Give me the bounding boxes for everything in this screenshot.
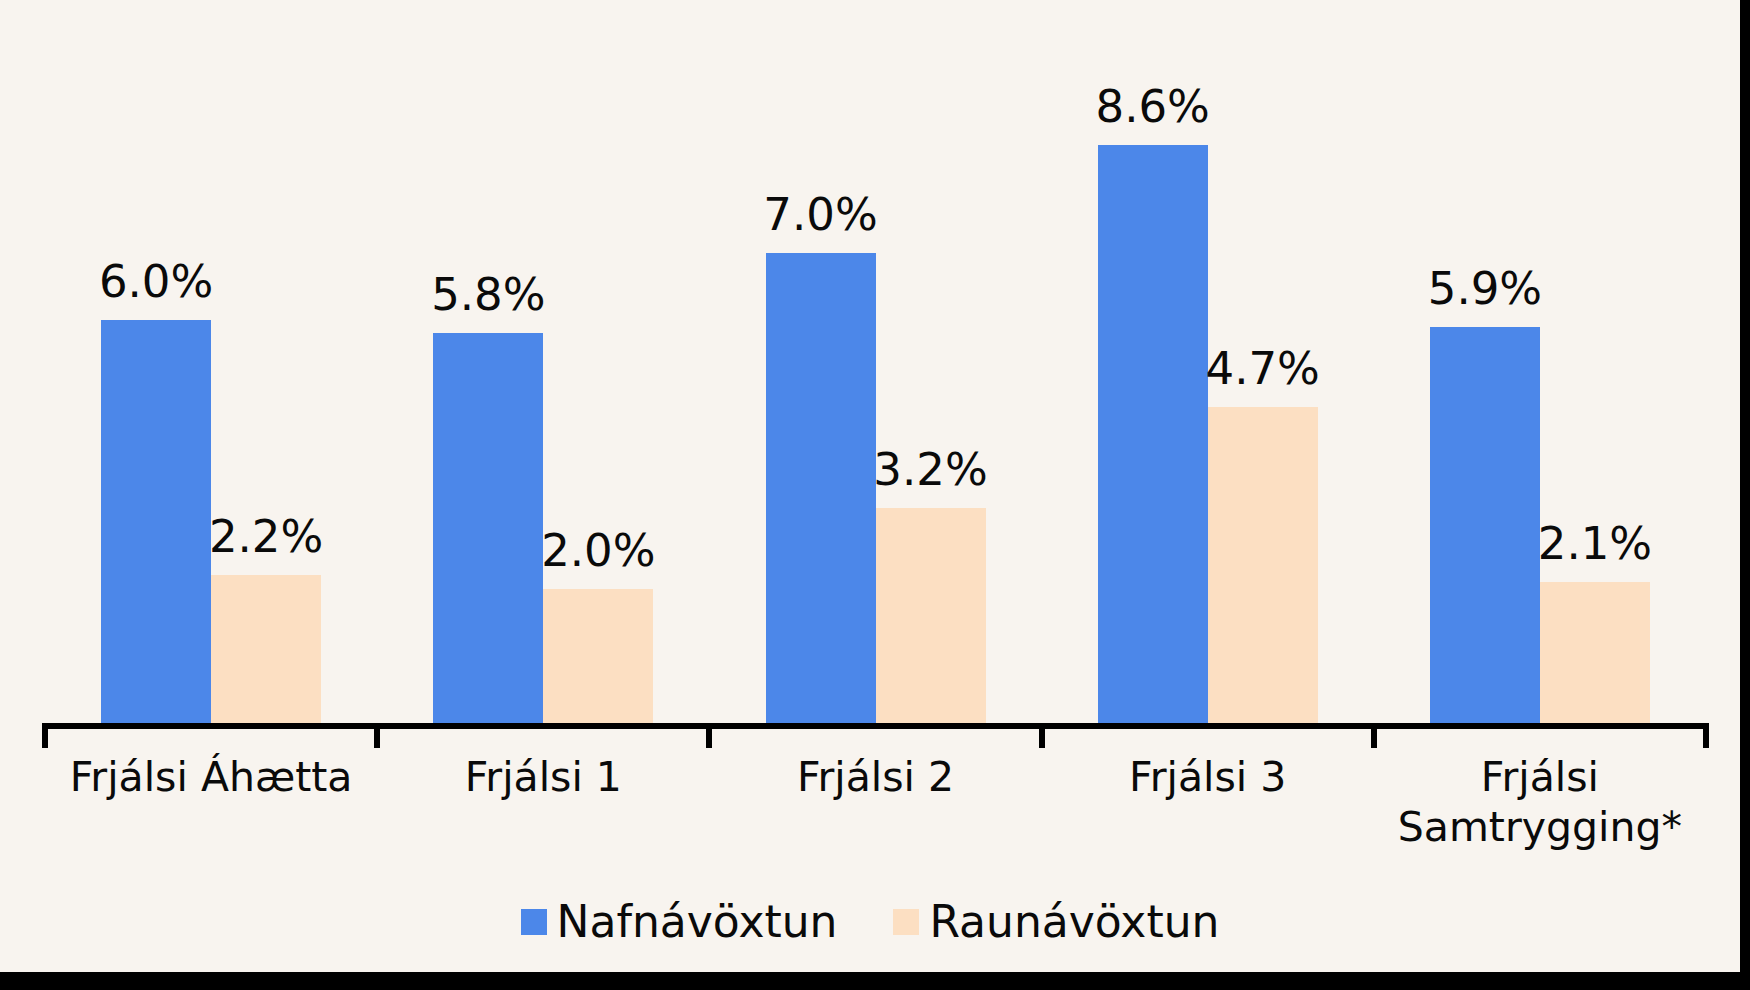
legend: Nafnávöxtun Raunávöxtun xyxy=(0,896,1740,947)
data-label: 4.7% xyxy=(1206,344,1320,394)
legend-item: Nafnávöxtun xyxy=(521,896,838,947)
bar-raunavoxtun xyxy=(543,589,653,723)
bar-raunavoxtun xyxy=(211,575,321,723)
category-label: Frjálsi 3 xyxy=(1042,752,1374,852)
category-label: Frjálsi Samtrygging* xyxy=(1374,752,1706,852)
bar-column: 8.6% xyxy=(1098,82,1208,723)
bar-nafnavoxtun xyxy=(1430,327,1540,723)
chart-canvas: 6.0% 2.2% 5.8% 2.0% 7.0% 3.2% 8.6% 4.7% 5.9% 2.1%… xyxy=(0,0,1750,990)
category-group: 5.8% 2.0% xyxy=(377,0,709,723)
bar-nafnavoxtun xyxy=(1098,145,1208,723)
data-label: 5.9% xyxy=(1428,264,1542,314)
data-label: 6.0% xyxy=(99,257,213,307)
data-label: 2.1% xyxy=(1538,519,1652,569)
bar-column: 7.0% xyxy=(766,190,876,723)
category-group: 7.0% 3.2% xyxy=(709,0,1041,723)
bar-nafnavoxtun xyxy=(433,333,543,723)
axis-tick xyxy=(706,723,712,748)
bar-raunavoxtun xyxy=(876,508,986,723)
bar-nafnavoxtun xyxy=(766,253,876,723)
legend-item: Raunávöxtun xyxy=(893,896,1219,947)
category-label: Frjálsi 2 xyxy=(709,752,1041,852)
legend-label: Raunávöxtun xyxy=(929,896,1219,947)
bar-column: 2.1% xyxy=(1540,519,1650,723)
category-group: 6.0% 2.2% xyxy=(45,0,377,723)
bar-column: 6.0% xyxy=(101,257,211,723)
category-label: Frjálsi 1 xyxy=(377,752,709,852)
category-group: 5.9% 2.1% xyxy=(1374,0,1706,723)
axis-tick xyxy=(1371,723,1377,748)
data-label: 2.0% xyxy=(541,526,655,576)
axis-tick xyxy=(42,723,48,748)
category-group: 8.6% 4.7% xyxy=(1042,0,1374,723)
bar-column: 4.7% xyxy=(1208,344,1318,723)
bar-nafnavoxtun xyxy=(101,320,211,723)
x-axis-labels: Frjálsi ÁhættaFrjálsi 1Frjálsi 2Frjálsi … xyxy=(45,752,1706,852)
data-label: 8.6% xyxy=(1096,82,1210,132)
axis-tick xyxy=(374,723,380,748)
axis-tick xyxy=(1039,723,1045,748)
bar-column: 2.2% xyxy=(211,512,321,723)
bar-column: 5.8% xyxy=(433,270,543,723)
plot-area: 6.0% 2.2% 5.8% 2.0% 7.0% 3.2% 8.6% 4.7% 5.9% 2.1% xyxy=(45,0,1706,729)
legend-label: Nafnávöxtun xyxy=(557,896,838,947)
legend-swatch xyxy=(521,909,547,935)
bar-raunavoxtun xyxy=(1208,407,1318,723)
legend-swatch xyxy=(893,909,919,935)
axis-tick xyxy=(1703,723,1709,748)
bar-column: 2.0% xyxy=(543,526,653,723)
bar-column: 5.9% xyxy=(1430,264,1540,723)
data-label: 2.2% xyxy=(209,512,323,562)
data-label: 3.2% xyxy=(873,445,987,495)
category-label: Frjálsi Áhætta xyxy=(45,752,377,852)
bar-column: 3.2% xyxy=(876,445,986,723)
data-label: 5.8% xyxy=(431,270,545,320)
data-label: 7.0% xyxy=(763,190,877,240)
bar-raunavoxtun xyxy=(1540,582,1650,723)
